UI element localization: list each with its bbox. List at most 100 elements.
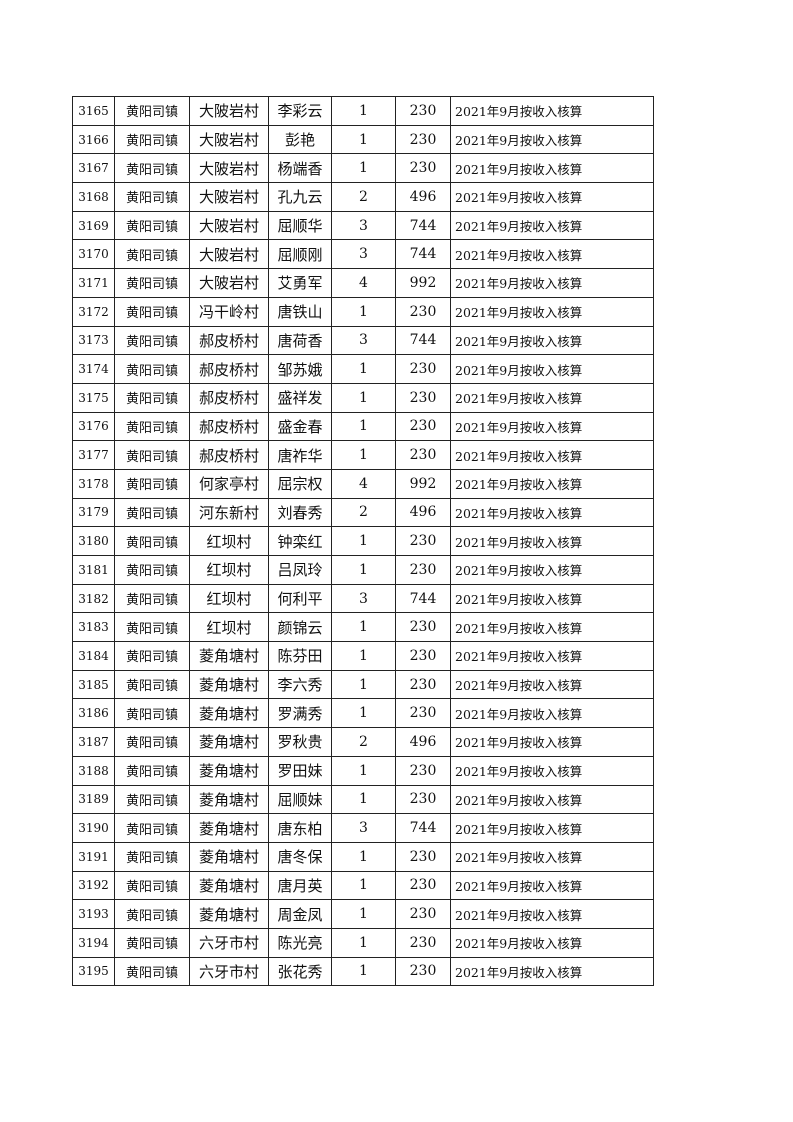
cell-note: 2021年9月按收入核算 [450, 325, 654, 356]
cell-note: 2021年9月按收入核算 [450, 153, 654, 184]
cell-note: 2021年9月按收入核算 [450, 354, 654, 384]
cell-town: 黄阳司镇 [114, 325, 190, 356]
cell-amount: 230 [395, 755, 451, 786]
cell-village: 何家亭村 [189, 468, 269, 499]
cell-town: 黄阳司镇 [114, 96, 190, 126]
cell-name: 刘春秀 [268, 497, 332, 528]
cell-name: 唐祚华 [268, 440, 332, 470]
cell-village: 菱角塘村 [189, 755, 269, 786]
cell-village: 大陂岩村 [189, 153, 269, 184]
cell-name: 邹苏娥 [268, 354, 332, 384]
table-row: 3179 黄阳司镇 河东新村 刘春秀 2 496 2021年9月按收入核算 [72, 497, 654, 528]
cell-village: 大陂岩村 [189, 182, 269, 212]
cell-record-number: 3186 [72, 698, 115, 729]
cell-town: 黄阳司镇 [114, 784, 190, 815]
table-row: 3186 黄阳司镇 菱角塘村 罗满秀 1 230 2021年9月按收入核算 [72, 698, 654, 729]
table-row: 3177 黄阳司镇 郝皮桥村 唐祚华 1 230 2021年9月按收入核算 [72, 440, 654, 470]
cell-village: 郝皮桥村 [189, 440, 269, 470]
table-row: 3192 黄阳司镇 菱角塘村 唐月英 1 230 2021年9月按收入核算 [72, 870, 654, 901]
cell-name: 屈顺华 [268, 210, 332, 241]
cell-town: 黄阳司镇 [114, 870, 190, 901]
cell-amount: 230 [395, 411, 451, 442]
cell-record-number: 3178 [72, 468, 115, 499]
cell-village: 红坝村 [189, 583, 269, 614]
cell-name: 吕凤玲 [268, 555, 332, 585]
cell-town: 黄阳司镇 [114, 268, 190, 298]
cell-town: 黄阳司镇 [114, 411, 190, 442]
cell-town: 黄阳司镇 [114, 354, 190, 384]
cell-record-number: 3173 [72, 325, 115, 356]
cell-amount: 496 [395, 497, 451, 528]
table-row: 3184 黄阳司镇 菱角塘村 陈芬田 1 230 2021年9月按收入核算 [72, 641, 654, 671]
cell-note: 2021年9月按收入核算 [450, 727, 654, 757]
cell-record-number: 3182 [72, 583, 115, 614]
cell-village: 菱角塘村 [189, 841, 269, 872]
cell-town: 黄阳司镇 [114, 210, 190, 241]
cell-record-number: 3190 [72, 813, 115, 843]
cell-note: 2021年9月按收入核算 [450, 555, 654, 585]
table-row: 3170 黄阳司镇 大陂岩村 屈顺刚 3 744 2021年9月按收入核算 [72, 239, 654, 270]
cell-town: 黄阳司镇 [114, 755, 190, 786]
cell-household-size: 1 [331, 153, 396, 184]
cell-amount: 230 [395, 124, 451, 155]
table-row: 3191 黄阳司镇 菱角塘村 唐冬保 1 230 2021年9月按收入核算 [72, 841, 654, 872]
cell-amount: 230 [395, 96, 451, 126]
table-row: 3178 黄阳司镇 何家亭村 屈宗权 4 992 2021年9月按收入核算 [72, 468, 654, 499]
cell-amount: 230 [395, 354, 451, 384]
cell-note: 2021年9月按收入核算 [450, 210, 654, 241]
cell-village: 六牙市村 [189, 956, 269, 987]
cell-name: 罗满秀 [268, 698, 332, 729]
cell-village: 菱角塘村 [189, 669, 269, 700]
cell-amount: 744 [395, 210, 451, 241]
cell-household-size: 1 [331, 555, 396, 585]
table-row: 3182 黄阳司镇 红坝村 何利平 3 744 2021年9月按收入核算 [72, 583, 654, 614]
cell-name: 盛祥发 [268, 382, 332, 413]
cell-town: 黄阳司镇 [114, 239, 190, 270]
cell-amount: 230 [395, 296, 451, 327]
cell-household-size: 2 [331, 727, 396, 757]
cell-amount: 230 [395, 641, 451, 671]
cell-household-size: 1 [331, 382, 396, 413]
cell-name: 唐月英 [268, 870, 332, 901]
cell-household-size: 1 [331, 755, 396, 786]
cell-name: 盛金春 [268, 411, 332, 442]
cell-amount: 230 [395, 784, 451, 815]
table-row: 3195 黄阳司镇 六牙市村 张花秀 1 230 2021年9月按收入核算 [72, 956, 654, 987]
cell-record-number: 3177 [72, 440, 115, 470]
cell-town: 黄阳司镇 [114, 641, 190, 671]
cell-name: 罗秋贵 [268, 727, 332, 757]
cell-amount: 230 [395, 669, 451, 700]
cell-note: 2021年9月按收入核算 [450, 497, 654, 528]
cell-town: 黄阳司镇 [114, 153, 190, 184]
cell-town: 黄阳司镇 [114, 124, 190, 155]
cell-village: 菱角塘村 [189, 870, 269, 901]
cell-name: 李彩云 [268, 96, 332, 126]
cell-household-size: 1 [331, 641, 396, 671]
cell-amount: 744 [395, 239, 451, 270]
cell-village: 河东新村 [189, 497, 269, 528]
cell-village: 郝皮桥村 [189, 411, 269, 442]
cell-village: 大陂岩村 [189, 96, 269, 126]
cell-name: 屈顺刚 [268, 239, 332, 270]
cell-note: 2021年9月按收入核算 [450, 182, 654, 212]
cell-amount: 744 [395, 325, 451, 356]
cell-name: 陈芬田 [268, 641, 332, 671]
cell-town: 黄阳司镇 [114, 555, 190, 585]
cell-record-number: 3195 [72, 956, 115, 987]
cell-note: 2021年9月按收入核算 [450, 468, 654, 499]
cell-household-size: 3 [331, 813, 396, 843]
cell-record-number: 3180 [72, 526, 115, 556]
cell-household-size: 1 [331, 96, 396, 126]
cell-amount: 992 [395, 268, 451, 298]
cell-amount: 230 [395, 841, 451, 872]
cell-note: 2021年9月按收入核算 [450, 268, 654, 298]
cell-note: 2021年9月按收入核算 [450, 96, 654, 126]
cell-record-number: 3193 [72, 899, 115, 929]
cell-name: 李六秀 [268, 669, 332, 700]
cell-amount: 744 [395, 583, 451, 614]
cell-amount: 230 [395, 526, 451, 556]
cell-amount: 230 [395, 899, 451, 929]
table-row: 3169 黄阳司镇 大陂岩村 屈顺华 3 744 2021年9月按收入核算 [72, 210, 654, 241]
table-row: 3187 黄阳司镇 菱角塘村 罗秋贵 2 496 2021年9月按收入核算 [72, 727, 654, 757]
cell-record-number: 3165 [72, 96, 115, 126]
